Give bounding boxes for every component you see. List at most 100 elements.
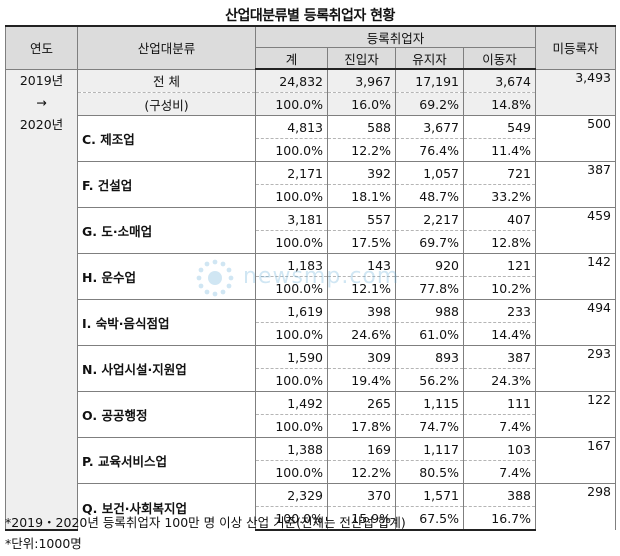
value-move_pct: 7.4% <box>462 414 537 438</box>
value-entry: 557 <box>327 207 396 231</box>
value-unregistered: 494 <box>535 299 617 346</box>
value-entry_pct: 16.0% <box>327 92 396 116</box>
value-stay: 1,057 <box>395 161 464 185</box>
year-from: 2019년 <box>19 72 64 88</box>
value-total: 1,619 <box>255 299 328 323</box>
value-unregistered: 293 <box>535 345 617 392</box>
table-row: Q. 보건·사회복지업 2,329 370 1,571 388 298 <box>6 483 617 530</box>
year-to: 2020년 <box>19 116 64 132</box>
value-move: 388 <box>462 483 537 507</box>
value-entry_pct: 17.8% <box>327 414 396 438</box>
table-row: O. 공공행정 1,492 265 1,115 111 122 <box>6 391 617 438</box>
table-row: 2019년 → 2020년 전 체 24,832 3,967 17,191 3,674 3,49… <box>5 68 617 531</box>
unregistered-column-header: 미등록자 <box>535 25 617 70</box>
value-total: 24,832 <box>255 68 328 93</box>
value-entry: 588 <box>327 115 396 139</box>
value-move_pct: 33.2% <box>462 184 537 208</box>
value-stay: 2,217 <box>395 207 464 231</box>
registered-group-header: 등록취업자 <box>254 25 537 48</box>
value-move_pct: 11.4% <box>462 138 537 162</box>
table-row: I. 숙박·음식점업 1,619 398 988 233 494 <box>6 299 617 346</box>
sub-header-move: 이동자 <box>462 47 537 70</box>
value-total_pct: 100.0% <box>255 414 328 438</box>
value-entry: 169 <box>327 437 396 461</box>
table-row-share: 100.0% 19.4% 56.2% 24.3% <box>6 368 616 392</box>
value-entry: 398 <box>327 299 396 323</box>
table-row: N. 사업시설·지원업 1,590 309 893 387 293 <box>6 345 617 392</box>
value-total: 1,183 <box>255 253 328 277</box>
value-stay_pct: 56.2% <box>395 368 464 392</box>
table-row: P. 교육서비스업 1,388 169 1,117 103 167 <box>6 437 617 484</box>
table-body: 2019년 → 2020년 전 체 24,832 3,967 17,191 3,674 3,49… <box>5 68 617 531</box>
value-entry_pct: 17.5% <box>327 230 396 254</box>
value-unregistered: 500 <box>535 115 617 162</box>
value-move: 721 <box>462 161 537 185</box>
footnote-unit: *단위:1000명 <box>5 536 82 551</box>
value-stay_pct: 67.5% <box>395 506 464 531</box>
table-row: F. 건설업 2,171 392 1,057 721 387 <box>6 161 617 208</box>
industry-column-header: 산업대분류 <box>77 25 256 70</box>
value-total_pct: 100.0% <box>255 230 328 254</box>
value-stay: 1,571 <box>395 483 464 507</box>
footnote-basis: *2019・2020년 등록취업자 100만 명 이상 산업 기준(전체는 전산… <box>5 515 406 530</box>
industry-name: F. 건설업 <box>77 161 256 208</box>
industry-name: I. 숙박·음식점업 <box>77 299 256 346</box>
industry-name: 전 체 <box>77 68 256 93</box>
value-unregistered: 167 <box>535 437 617 484</box>
table-row-share: 100.0% 18.1% 48.7% 33.2% <box>6 184 616 208</box>
value-unregistered: 3,493 <box>535 68 617 116</box>
value-entry: 143 <box>327 253 396 277</box>
table-row: C. 제조업 4,813 588 3,677 549 500 <box>6 115 617 162</box>
value-entry_pct: 15.9% <box>327 506 396 531</box>
value-stay: 1,115 <box>395 391 464 415</box>
industry-name: C. 제조업 <box>77 115 256 162</box>
value-total_pct: 100.0% <box>255 368 328 392</box>
value-stay: 988 <box>395 299 464 323</box>
table-row-share: 100.0% 12.2% 76.4% 11.4% <box>6 138 616 162</box>
value-stay_pct: 74.7% <box>395 414 464 438</box>
value-entry_pct: 18.1% <box>327 184 396 208</box>
value-unregistered: 387 <box>535 161 617 208</box>
industry-name: P. 교육서비스업 <box>77 437 256 484</box>
value-move_pct: 16.7% <box>462 506 537 531</box>
value-stay_pct: 76.4% <box>395 138 464 162</box>
value-move_pct: 14.4% <box>462 322 537 346</box>
value-stay_pct: 69.2% <box>395 92 464 116</box>
table-row: H. 운수업 1,183 143 920 121 142 <box>6 253 617 300</box>
value-entry_pct: 19.4% <box>327 368 396 392</box>
value-entry: 309 <box>327 345 396 369</box>
sub-header-total: 계 <box>255 47 328 70</box>
value-move: 111 <box>462 391 537 415</box>
value-total: 4,813 <box>255 115 328 139</box>
value-total: 1,590 <box>255 345 328 369</box>
value-unregistered: 142 <box>535 253 617 300</box>
value-move: 121 <box>462 253 537 277</box>
value-stay_pct: 61.0% <box>395 322 464 346</box>
value-total: 2,329 <box>255 483 328 507</box>
value-total: 1,388 <box>255 437 328 461</box>
value-stay_pct: 48.7% <box>395 184 464 208</box>
table-row-share: 100.0% 24.6% 61.0% 14.4% <box>6 322 616 346</box>
table-row-share: 100.0% 17.5% 69.7% 12.8% <box>6 230 616 254</box>
value-total: 3,181 <box>255 207 328 231</box>
value-move_pct: 12.8% <box>462 230 537 254</box>
table-row-share: 100.0% 17.8% 74.7% 7.4% <box>6 414 616 438</box>
value-entry_pct: 24.6% <box>327 322 396 346</box>
share-label: (구성비) <box>77 92 256 116</box>
value-stay: 1,117 <box>395 437 464 461</box>
table-row: G. 도·소매업 3,181 557 2,217 407 459 <box>6 207 617 254</box>
value-stay: 3,677 <box>395 115 464 139</box>
value-move: 549 <box>462 115 537 139</box>
value-total_pct: 100.0% <box>255 92 328 116</box>
value-entry: 392 <box>327 161 396 185</box>
value-total: 2,171 <box>255 161 328 185</box>
industry-name: O. 공공행정 <box>77 391 256 438</box>
value-move_pct: 7.4% <box>462 460 537 484</box>
table-row-share: 100.0% 12.2% 80.5% 7.4% <box>6 460 616 484</box>
industry-name: H. 운수업 <box>77 253 256 300</box>
value-unregistered: 459 <box>535 207 617 254</box>
industry-name: Q. 보건·사회복지업 <box>77 483 256 530</box>
value-entry: 265 <box>327 391 396 415</box>
value-move_pct: 14.8% <box>462 92 537 116</box>
industry-name: G. 도·소매업 <box>77 207 256 254</box>
